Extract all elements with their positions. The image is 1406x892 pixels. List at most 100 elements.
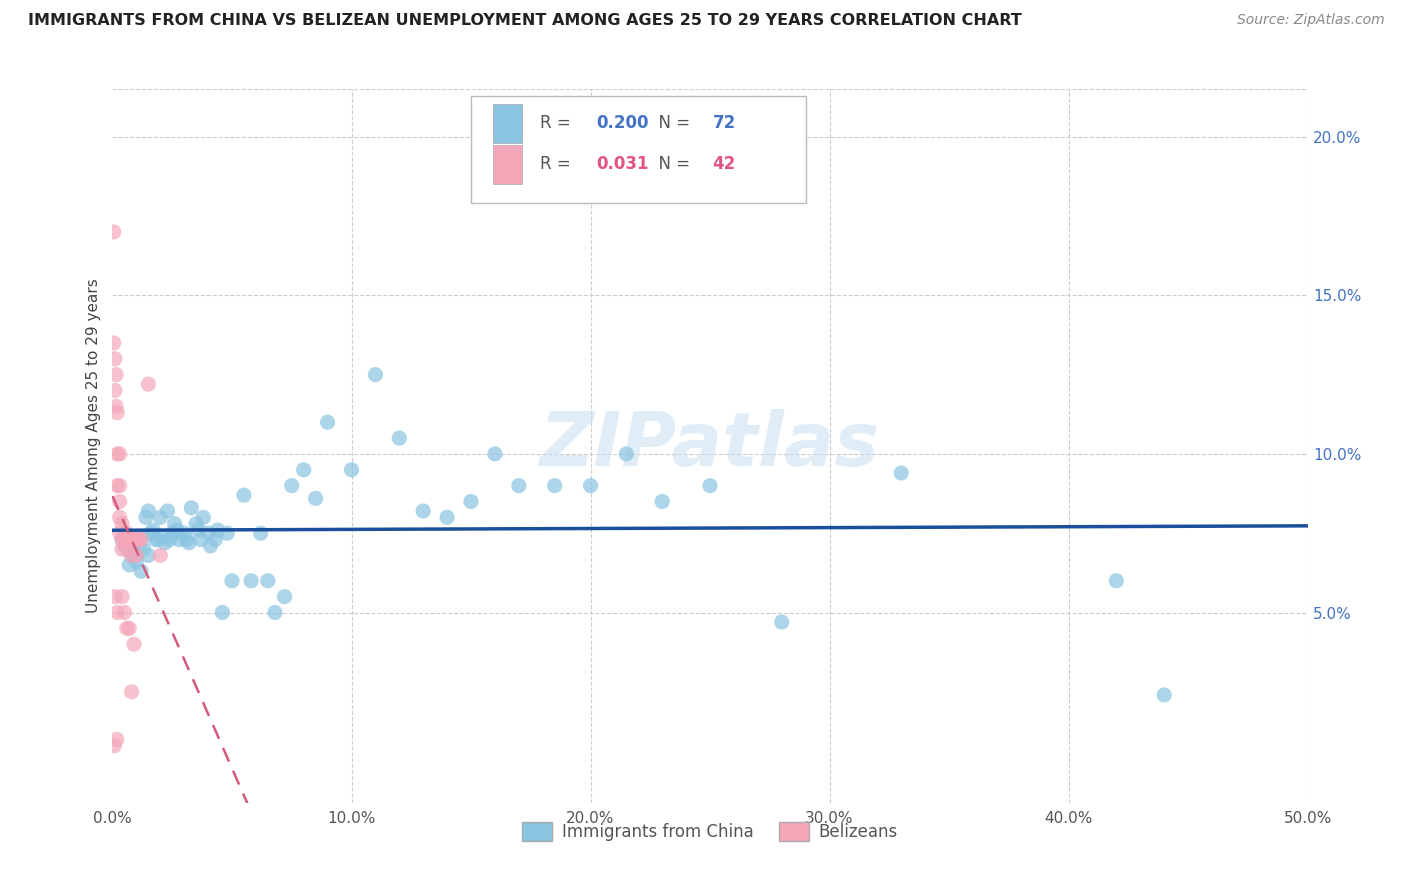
Point <box>217 526 239 541</box>
Point <box>105 478 128 492</box>
Point <box>115 542 138 557</box>
Point <box>508 478 530 492</box>
Point <box>114 526 135 541</box>
Point <box>128 539 150 553</box>
Point <box>484 447 506 461</box>
Point <box>103 335 125 350</box>
Point <box>122 535 145 549</box>
Point <box>111 542 134 557</box>
Point <box>138 549 160 563</box>
Point <box>207 523 229 537</box>
Point <box>200 539 222 553</box>
Point <box>190 533 212 547</box>
Point <box>240 574 263 588</box>
Point <box>211 606 233 620</box>
Point <box>292 463 315 477</box>
Point <box>145 533 167 547</box>
Legend: Immigrants from China, Belizeans: Immigrants from China, Belizeans <box>516 815 904 848</box>
Text: R =: R = <box>540 155 576 173</box>
Text: 0.031: 0.031 <box>596 155 650 173</box>
Point <box>115 542 138 557</box>
Point <box>105 606 128 620</box>
Point <box>114 535 135 549</box>
Point <box>138 377 160 392</box>
Point <box>412 504 434 518</box>
Point <box>543 478 565 492</box>
Point <box>1105 574 1128 588</box>
Point <box>108 494 131 508</box>
Point <box>651 494 673 508</box>
Point <box>388 431 411 445</box>
Point <box>204 533 226 547</box>
Point <box>166 523 188 537</box>
Point <box>579 478 602 492</box>
Point <box>364 368 387 382</box>
Point <box>118 621 141 635</box>
Point <box>115 621 138 635</box>
Text: N =: N = <box>648 155 695 173</box>
Point <box>770 615 793 629</box>
Point <box>121 533 143 547</box>
Point <box>135 510 157 524</box>
Point <box>138 504 160 518</box>
Point <box>108 510 131 524</box>
Point <box>118 535 141 549</box>
Point <box>186 516 208 531</box>
Point <box>121 685 143 699</box>
Point <box>1153 688 1175 702</box>
Point <box>152 529 174 543</box>
Point <box>122 533 145 547</box>
Point <box>249 526 271 541</box>
Point <box>460 494 482 508</box>
Point <box>142 523 165 537</box>
Text: N =: N = <box>648 114 695 132</box>
Point <box>103 739 125 753</box>
Point <box>316 415 339 429</box>
Text: ZIPatlas: ZIPatlas <box>540 409 880 483</box>
Point <box>197 526 219 541</box>
Point <box>125 549 148 563</box>
Point <box>264 606 287 620</box>
Point <box>890 466 912 480</box>
Point <box>129 529 152 543</box>
Text: 42: 42 <box>713 155 735 173</box>
Point <box>163 516 186 531</box>
Point <box>108 478 131 492</box>
Point <box>129 564 152 578</box>
Point <box>273 590 295 604</box>
Point <box>122 545 145 559</box>
Point <box>108 526 131 541</box>
FancyBboxPatch shape <box>471 96 806 203</box>
Point <box>128 533 150 547</box>
Point <box>129 533 152 547</box>
Point <box>125 549 148 563</box>
Point <box>193 510 215 524</box>
Point <box>305 491 328 506</box>
Point <box>187 523 209 537</box>
Point <box>153 535 176 549</box>
Point <box>115 526 138 541</box>
Point <box>616 447 638 461</box>
FancyBboxPatch shape <box>492 145 523 184</box>
Point <box>180 500 202 515</box>
Point <box>104 351 127 366</box>
Point <box>139 526 162 541</box>
FancyBboxPatch shape <box>492 103 523 143</box>
Point <box>104 384 127 398</box>
Point <box>121 549 143 563</box>
Point <box>122 637 145 651</box>
Point <box>233 488 256 502</box>
Point <box>114 539 135 553</box>
Point <box>340 463 363 477</box>
Point <box>159 533 181 547</box>
Point <box>121 549 143 563</box>
Point <box>156 504 179 518</box>
Point <box>149 549 172 563</box>
Point <box>699 478 721 492</box>
Text: Source: ZipAtlas.com: Source: ZipAtlas.com <box>1237 13 1385 28</box>
Text: IMMIGRANTS FROM CHINA VS BELIZEAN UNEMPLOYMENT AMONG AGES 25 TO 29 YEARS CORRELA: IMMIGRANTS FROM CHINA VS BELIZEAN UNEMPL… <box>28 13 1022 29</box>
Point <box>104 590 127 604</box>
Point <box>111 533 134 547</box>
Point <box>169 533 191 547</box>
Point <box>108 447 131 461</box>
